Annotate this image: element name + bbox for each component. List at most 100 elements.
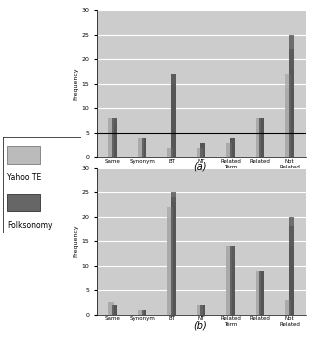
Bar: [230, 143, 235, 157]
Bar: [108, 305, 114, 315]
Bar: [226, 143, 232, 157]
Bar: [226, 147, 232, 157]
Bar: [197, 307, 202, 315]
Bar: [167, 153, 173, 157]
Bar: [200, 143, 205, 157]
Bar: [285, 133, 291, 157]
Bar: [285, 300, 291, 315]
Bar: [259, 271, 264, 315]
Bar: [289, 35, 294, 157]
Bar: [230, 261, 235, 315]
Text: Folksonomy: Folksonomy: [7, 221, 52, 230]
Text: (b): (b): [193, 320, 207, 330]
Bar: [197, 147, 202, 157]
Bar: [259, 271, 264, 315]
Bar: [285, 128, 291, 157]
Bar: [112, 305, 117, 315]
Bar: [256, 118, 261, 157]
Bar: [167, 153, 173, 157]
Bar: [226, 147, 232, 157]
Bar: [200, 143, 205, 157]
Bar: [142, 138, 146, 157]
Bar: [230, 143, 235, 157]
Bar: [200, 305, 205, 315]
Y-axis label: Frequency: Frequency: [73, 67, 78, 100]
Bar: [138, 138, 144, 157]
Bar: [138, 310, 144, 315]
Bar: [285, 138, 291, 157]
Bar: [112, 133, 117, 157]
Bar: [112, 143, 117, 157]
Bar: [230, 246, 235, 315]
Bar: [200, 305, 205, 315]
Bar: [108, 118, 114, 157]
Bar: [138, 138, 144, 157]
Bar: [167, 147, 173, 157]
Bar: [285, 89, 291, 157]
Text: (a): (a): [193, 161, 207, 171]
Bar: [259, 118, 264, 157]
Bar: [289, 290, 294, 315]
Bar: [226, 147, 232, 157]
Bar: [256, 123, 261, 157]
Bar: [230, 138, 235, 157]
Bar: [112, 305, 117, 315]
Bar: [285, 128, 291, 157]
Bar: [285, 300, 291, 315]
Bar: [259, 118, 264, 157]
Bar: [230, 138, 235, 157]
Bar: [138, 138, 144, 157]
Bar: [226, 271, 232, 315]
Bar: [256, 290, 261, 315]
Bar: [226, 147, 232, 157]
Bar: [289, 275, 294, 315]
Bar: [259, 123, 264, 157]
Bar: [167, 271, 173, 315]
Bar: [138, 138, 144, 157]
Bar: [285, 300, 291, 315]
Bar: [112, 310, 117, 315]
Bar: [259, 271, 264, 315]
Bar: [108, 302, 114, 315]
Bar: [108, 143, 114, 157]
Bar: [256, 118, 261, 157]
Bar: [112, 118, 117, 157]
Bar: [138, 312, 144, 315]
Bar: [171, 226, 176, 315]
Bar: [200, 305, 205, 315]
Bar: [197, 147, 202, 157]
Bar: [171, 192, 176, 315]
Bar: [259, 118, 264, 157]
Bar: [200, 305, 205, 315]
Bar: [138, 138, 144, 157]
Bar: [171, 207, 176, 315]
Bar: [226, 266, 232, 315]
Bar: [289, 300, 294, 315]
Bar: [112, 123, 117, 157]
Bar: [200, 305, 205, 315]
Bar: [285, 300, 291, 315]
Bar: [289, 118, 294, 157]
Bar: [7, 194, 40, 211]
Bar: [112, 143, 117, 157]
Bar: [142, 310, 146, 315]
Bar: [230, 295, 235, 315]
Bar: [112, 310, 117, 315]
Bar: [197, 305, 202, 315]
Bar: [200, 143, 205, 157]
Bar: [138, 310, 144, 315]
Bar: [138, 310, 144, 315]
Bar: [256, 123, 261, 157]
Bar: [142, 310, 146, 315]
Bar: [197, 305, 202, 315]
Bar: [256, 275, 261, 315]
Bar: [230, 300, 235, 315]
Bar: [197, 307, 202, 315]
Bar: [200, 305, 205, 315]
Bar: [112, 305, 117, 315]
Bar: [112, 305, 117, 315]
Bar: [285, 133, 291, 157]
Bar: [200, 143, 205, 157]
Bar: [197, 310, 202, 315]
Bar: [289, 113, 294, 157]
